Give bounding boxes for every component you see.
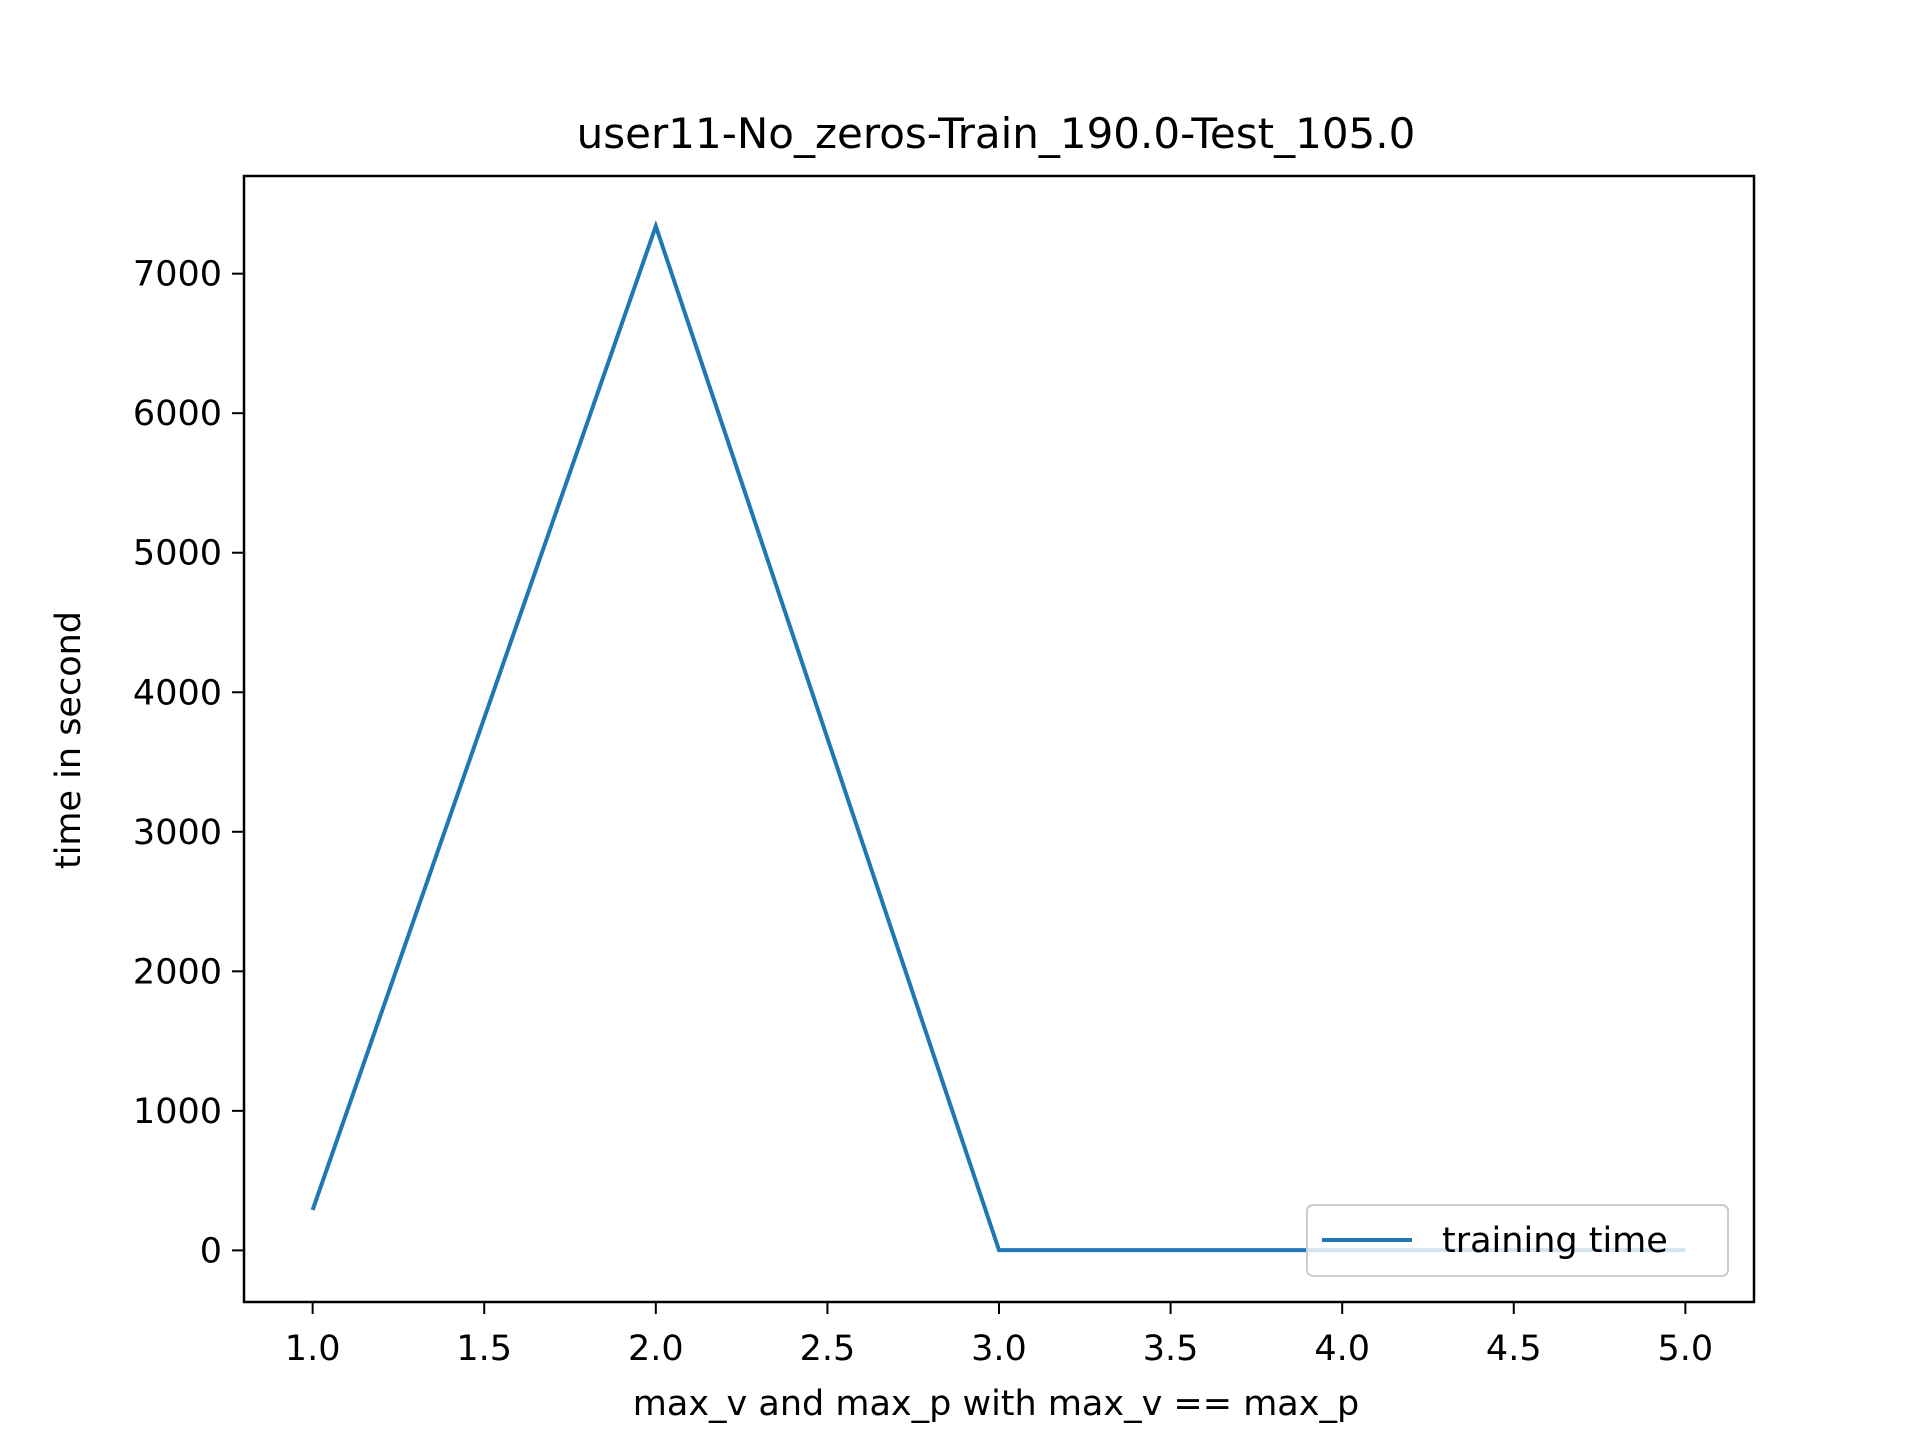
y-tick-label: 4000 [133, 673, 222, 713]
y-tick-label: 6000 [133, 394, 222, 434]
x-tick-label: 1.0 [285, 1329, 341, 1369]
y-tick-label: 3000 [133, 813, 222, 853]
x-tick-label: 3.5 [1143, 1329, 1199, 1369]
legend-frame [1306, 1204, 1729, 1277]
x-axis-ticks: 1.0 1.5 2.0 2.5 3.0 3.5 4.0 4.5 5.0 [285, 1302, 1713, 1369]
x-tick-label: 4.0 [1314, 1329, 1370, 1369]
x-tick-label: 2.0 [628, 1329, 684, 1369]
chart-title: user11-No_zeros-Train_190.0-Test_105.0 [577, 109, 1416, 158]
legend-label-training-time: training time [1442, 1221, 1668, 1261]
y-axis-label: time in second [49, 611, 89, 869]
y-axis-ticks: 0 1000 2000 3000 4000 5000 6000 7000 [133, 255, 244, 1271]
x-tick-label: 4.5 [1486, 1329, 1542, 1369]
legend: training time [1306, 1204, 1729, 1277]
x-tick-label: 2.5 [800, 1329, 856, 1369]
y-tick-label: 5000 [133, 534, 222, 574]
y-tick-label: 0 [200, 1231, 222, 1271]
x-tick-label: 5.0 [1658, 1329, 1714, 1369]
y-tick-label: 7000 [133, 255, 222, 295]
x-axis-label: max_v and max_p with max_v == max_p [633, 1384, 1359, 1424]
y-tick-label: 1000 [133, 1092, 222, 1132]
x-tick-label: 1.5 [456, 1329, 512, 1369]
x-tick-label: 3.0 [971, 1329, 1027, 1369]
y-tick-label: 2000 [133, 952, 222, 992]
